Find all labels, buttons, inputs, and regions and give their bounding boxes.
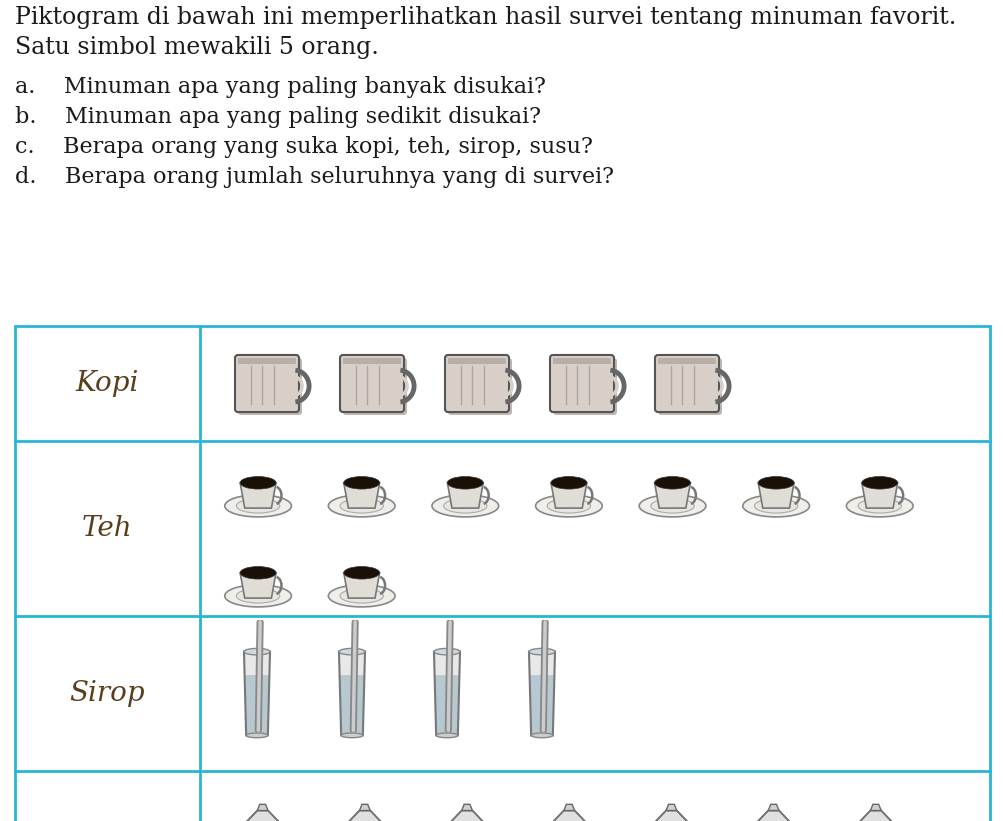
Polygon shape [447,483,482,508]
Ellipse shape [443,498,486,513]
Polygon shape [857,810,893,821]
Text: c.    Berapa orang yang suka kopi, teh, sirop, susu?: c. Berapa orang yang suka kopi, teh, sir… [15,136,593,158]
Ellipse shape [529,649,555,655]
Ellipse shape [236,589,280,603]
FancyBboxPatch shape [553,358,617,415]
Polygon shape [551,810,587,821]
Text: Sirop: Sirop [69,680,145,707]
Polygon shape [343,573,379,598]
Ellipse shape [343,476,379,489]
Bar [447,358,506,364]
Polygon shape [870,805,881,810]
Text: b.    Minuman apa yang paling sedikit disukai?: b. Minuman apa yang paling sedikit disuk… [15,106,541,128]
Ellipse shape [340,498,383,513]
Bar [15,326,989,821]
Ellipse shape [535,495,602,517]
Polygon shape [551,483,587,508]
Ellipse shape [246,733,268,738]
Polygon shape [529,675,554,736]
Ellipse shape [433,649,459,655]
Ellipse shape [431,495,498,517]
Ellipse shape [240,566,276,579]
Ellipse shape [240,476,276,489]
Text: d.    Berapa orang jumlah seluruhnya yang di survei?: d. Berapa orang jumlah seluruhnya yang d… [15,166,614,188]
Polygon shape [244,652,270,736]
Text: Piktogram di bawah ini memperlihatkan hasil survei tentang minuman favorit.: Piktogram di bawah ini memperlihatkan ha… [15,6,956,29]
FancyBboxPatch shape [238,358,302,415]
FancyBboxPatch shape [343,358,406,415]
Ellipse shape [341,733,362,738]
Ellipse shape [328,495,394,517]
Polygon shape [654,483,690,508]
Ellipse shape [654,476,690,489]
Polygon shape [757,483,793,508]
FancyBboxPatch shape [340,355,403,412]
Polygon shape [448,810,484,821]
Text: Teh: Teh [82,515,132,542]
Polygon shape [861,483,897,508]
Ellipse shape [861,476,897,489]
Ellipse shape [858,498,901,513]
Text: a.    Minuman apa yang paling banyak disukai?: a. Minuman apa yang paling banyak disuka… [15,76,546,98]
Polygon shape [245,810,281,821]
Ellipse shape [650,498,693,513]
Polygon shape [434,675,459,736]
Ellipse shape [547,498,590,513]
Polygon shape [257,805,268,810]
Polygon shape [461,805,472,810]
FancyBboxPatch shape [654,355,718,412]
Polygon shape [245,675,269,736]
Ellipse shape [328,585,394,607]
Polygon shape [767,805,778,810]
Ellipse shape [846,495,912,517]
Polygon shape [343,483,379,508]
FancyBboxPatch shape [657,358,721,415]
Text: Satu simbol mewakili 5 orang.: Satu simbol mewakili 5 orang. [15,36,378,59]
Polygon shape [755,810,790,821]
FancyBboxPatch shape [235,355,299,412]
Ellipse shape [244,649,270,655]
Bar [343,358,400,364]
Bar [553,358,611,364]
Polygon shape [653,810,689,821]
Ellipse shape [236,498,280,513]
Polygon shape [433,652,459,736]
Ellipse shape [340,589,383,603]
Polygon shape [240,483,276,508]
Polygon shape [339,652,365,736]
Polygon shape [529,652,555,736]
Ellipse shape [343,566,379,579]
Ellipse shape [225,495,291,517]
Ellipse shape [447,476,482,489]
Polygon shape [240,573,276,598]
Ellipse shape [551,476,587,489]
Ellipse shape [742,495,808,517]
Bar [238,358,296,364]
FancyBboxPatch shape [447,358,512,415]
Polygon shape [665,805,676,810]
Bar [657,358,715,364]
Ellipse shape [339,649,365,655]
FancyBboxPatch shape [444,355,509,412]
Ellipse shape [435,733,457,738]
Ellipse shape [753,498,797,513]
Polygon shape [359,805,370,810]
Ellipse shape [639,495,705,517]
Text: Kopi: Kopi [76,370,139,397]
Ellipse shape [225,585,291,607]
Polygon shape [346,810,382,821]
Polygon shape [564,805,574,810]
FancyBboxPatch shape [550,355,614,412]
Ellipse shape [531,733,553,738]
Ellipse shape [757,476,793,489]
Polygon shape [339,675,364,736]
